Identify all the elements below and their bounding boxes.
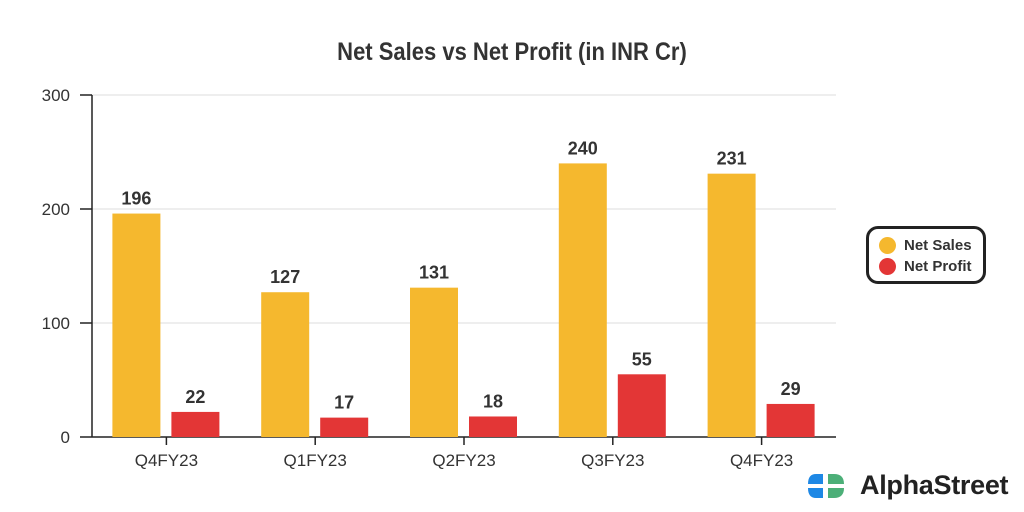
bar-net-sales bbox=[558, 163, 607, 437]
data-label: 131 bbox=[419, 263, 449, 283]
bar-net-profit bbox=[171, 411, 220, 437]
legend-item-net-profit: Net Profit bbox=[879, 256, 983, 277]
chart-title: Net Sales vs Net Profit (in INR Cr) bbox=[337, 38, 687, 66]
y-tick-label: 100 bbox=[42, 314, 70, 333]
data-label: 29 bbox=[781, 379, 801, 399]
bar-net-sales bbox=[410, 287, 458, 437]
data-label: 196 bbox=[121, 189, 151, 209]
data-label: 18 bbox=[483, 391, 503, 411]
data-label: 127 bbox=[270, 267, 300, 287]
data-label: 22 bbox=[185, 387, 205, 407]
bar-net-profit bbox=[469, 416, 517, 437]
data-label: 17 bbox=[334, 393, 354, 413]
bar-net-profit bbox=[320, 417, 369, 437]
bar-net-sales bbox=[112, 213, 161, 437]
bar-net-profit bbox=[766, 403, 815, 437]
data-label: 55 bbox=[632, 349, 652, 369]
bar-net-profit bbox=[617, 374, 666, 437]
legend-item-net-sales: Net Sales bbox=[879, 235, 983, 256]
x-tick-label: Q3FY23 bbox=[581, 451, 644, 470]
brand-name: AlphaStreet bbox=[860, 470, 1009, 500]
legend-label: Net Profit bbox=[904, 258, 972, 275]
data-label: 231 bbox=[717, 149, 747, 169]
legend-swatch bbox=[879, 237, 896, 254]
data-label: 240 bbox=[568, 138, 598, 158]
y-tick-label: 200 bbox=[42, 200, 70, 219]
alphastreet-logo: AlphaStreet bbox=[806, 470, 1009, 501]
x-tick-label: Q4FY23 bbox=[135, 451, 198, 470]
legend: Net Sales Net Profit bbox=[866, 226, 986, 284]
y-tick-label: 300 bbox=[42, 86, 70, 105]
bar-net-sales bbox=[707, 173, 756, 437]
x-tick-label: Q1FY23 bbox=[284, 451, 347, 470]
alphastreet-logo-icon bbox=[808, 473, 844, 498]
y-tick-label: 0 bbox=[61, 428, 70, 447]
x-tick-label: Q4FY23 bbox=[730, 451, 793, 470]
bar-net-sales bbox=[261, 292, 310, 437]
x-tick-label: Q2FY23 bbox=[432, 451, 495, 470]
legend-swatch bbox=[879, 258, 896, 275]
legend-label: Net Sales bbox=[904, 237, 972, 254]
